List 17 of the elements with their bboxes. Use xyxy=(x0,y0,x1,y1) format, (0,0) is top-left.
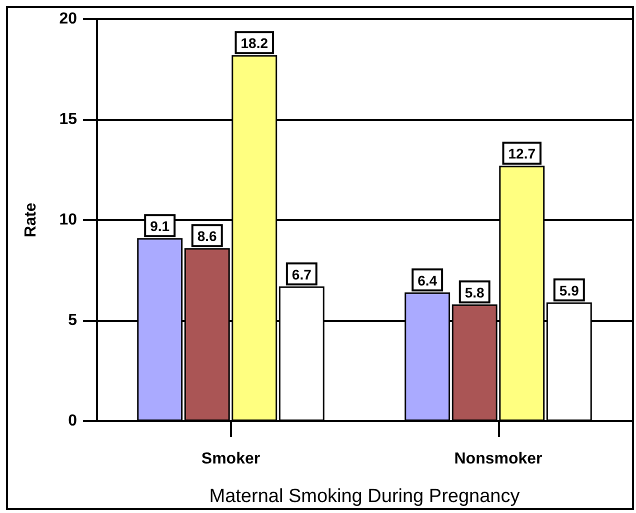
data-label: 18.2 xyxy=(240,35,268,52)
y-tick-label: 10 xyxy=(59,212,78,228)
y-tick-label: 0 xyxy=(68,412,78,430)
x-tick-label: Smoker xyxy=(201,450,260,468)
y-axis-title: Rate xyxy=(22,202,40,238)
data-label: 12.7 xyxy=(508,146,536,162)
x-axis-title: Maternal Smoking During Pregnancy xyxy=(209,486,520,507)
data-label: 5.9 xyxy=(559,282,580,298)
y-tick-label: 20 xyxy=(59,10,78,28)
y-tick-label: 15 xyxy=(59,111,78,128)
y-tick-label: 5 xyxy=(68,312,78,329)
data-label: 6.7 xyxy=(292,266,312,282)
data-label: 5.8 xyxy=(464,284,485,300)
data-label: 6.4 xyxy=(418,272,438,288)
data-label: 9.1 xyxy=(150,218,170,234)
data-label: 8.6 xyxy=(197,228,218,244)
x-tick-label: Nonsmoker xyxy=(454,450,542,468)
